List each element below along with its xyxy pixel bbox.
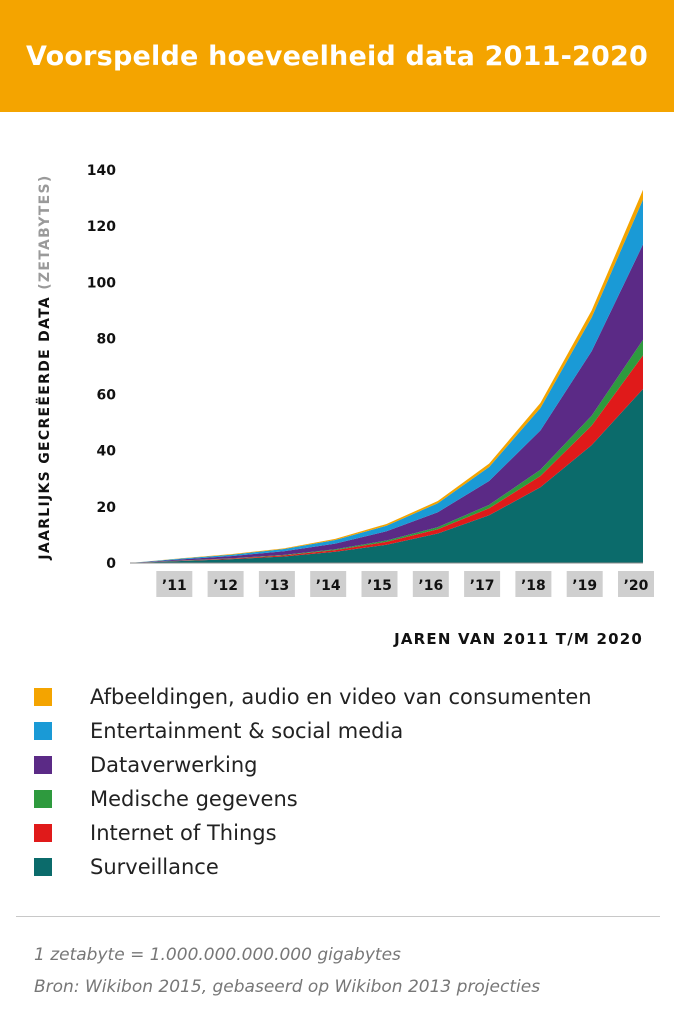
legend-label: Entertainment & social media xyxy=(90,719,404,743)
x-tick-label: ’12 xyxy=(213,578,238,594)
legend-item: Medische gegevens xyxy=(34,782,592,816)
legend-swatch xyxy=(34,858,52,876)
chart-title: Voorspelde hoeveelheid data 2011-2020 xyxy=(26,40,648,72)
x-tick: ’16 xyxy=(412,571,449,597)
legend-item: Surveillance xyxy=(34,850,592,884)
y-tick-label: 0 xyxy=(106,556,116,572)
x-tick-label: ’20 xyxy=(624,578,649,594)
x-tick: ’13 xyxy=(258,571,295,597)
x-tick: ’15 xyxy=(361,571,398,597)
y-axis-label-unit: (ZETABYTES) xyxy=(37,174,53,289)
x-tick-label: ’18 xyxy=(521,578,546,594)
y-axis-title: JAARLIJKS GECREËERDE DATA (ZETABYTES) xyxy=(36,174,53,560)
y-tick-label: 100 xyxy=(87,275,116,291)
legend-item: Afbeeldingen, audio en video van consume… xyxy=(34,680,592,714)
x-tick-box xyxy=(566,571,603,597)
x-tick: ’14 xyxy=(310,571,347,597)
x-tick-box xyxy=(515,571,552,597)
divider xyxy=(16,916,660,917)
legend-label: Dataverwerking xyxy=(90,753,258,777)
legend-swatch xyxy=(34,824,52,842)
legend: Afbeeldingen, audio en video van consume… xyxy=(34,680,592,884)
area-series xyxy=(130,189,643,563)
x-tick-box xyxy=(258,571,295,597)
x-tick-label: ’15 xyxy=(367,578,392,594)
x-tick-box xyxy=(618,571,654,597)
y-axis-label: JAARLIJKS GECREËERDE DATA (ZETABYTES) xyxy=(36,174,53,560)
x-tick-label: ’19 xyxy=(572,578,597,594)
legend-label: Medische gegevens xyxy=(90,787,298,811)
x-axis-ticks: ’11 ’12 ’13 ’14 ’15 ’16 ’17 ’18 ’19 ’20 xyxy=(156,571,654,597)
legend-item: Dataverwerking xyxy=(34,748,592,782)
x-tick-box xyxy=(310,571,347,597)
x-tick: ’11 xyxy=(156,571,193,597)
x-tick: ’20 xyxy=(618,571,654,597)
x-tick: ’12 xyxy=(207,571,244,597)
x-tick-label: ’17 xyxy=(470,578,495,594)
legend-label: Afbeeldingen, audio en video van consume… xyxy=(90,685,592,709)
legend-item: Entertainment & social media xyxy=(34,714,592,748)
x-tick-label: ’13 xyxy=(264,578,289,594)
x-tick-box xyxy=(361,571,398,597)
y-tick-label: 40 xyxy=(97,444,117,460)
x-tick: ’19 xyxy=(566,571,603,597)
x-axis-title: JAREN VAN 2011 T/M 2020 xyxy=(393,630,643,648)
x-tick-box xyxy=(412,571,449,597)
legend-label: Internet of Things xyxy=(90,821,277,845)
y-tick-label: 80 xyxy=(97,331,117,347)
legend-swatch xyxy=(34,722,52,740)
footnote-conversion: 1 zetabyte = 1.000.000.000.000 gigabytes xyxy=(34,945,401,965)
y-tick-label: 20 xyxy=(97,500,117,516)
y-axis-label-main: JAARLIJKS GECREËERDE DATA xyxy=(36,290,53,561)
y-tick-label: 140 xyxy=(87,163,116,179)
legend-label: Surveillance xyxy=(90,855,219,879)
x-tick-box xyxy=(464,571,501,597)
area-surveillance xyxy=(130,389,643,563)
x-tick: ’17 xyxy=(464,571,501,597)
x-tick-box xyxy=(207,571,244,597)
y-tick-label: 120 xyxy=(87,219,116,235)
legend-swatch xyxy=(34,790,52,808)
y-tick-label: 60 xyxy=(97,388,117,404)
x-tick: ’18 xyxy=(515,571,552,597)
x-tick-label: ’14 xyxy=(316,578,341,594)
x-tick-label: ’16 xyxy=(418,578,443,594)
y-axis-ticks: 0 20 40 60 80 100 120 140 xyxy=(87,163,116,572)
footnote-source: Bron: Wikibon 2015, gebaseerd op Wikibon… xyxy=(34,977,541,997)
x-tick-box xyxy=(156,571,193,597)
header-banner: Voorspelde hoeveelheid data 2011-2020 xyxy=(0,0,674,112)
area-dataverwerking xyxy=(130,244,643,563)
legend-swatch xyxy=(34,756,52,774)
x-tick-label: ’11 xyxy=(162,578,187,594)
stacked-area-chart: JAARLIJKS GECREËERDE DATA (ZETABYTES) 0 2… xyxy=(36,163,654,648)
legend-swatch xyxy=(34,688,52,706)
legend-item: Internet of Things xyxy=(34,816,592,850)
